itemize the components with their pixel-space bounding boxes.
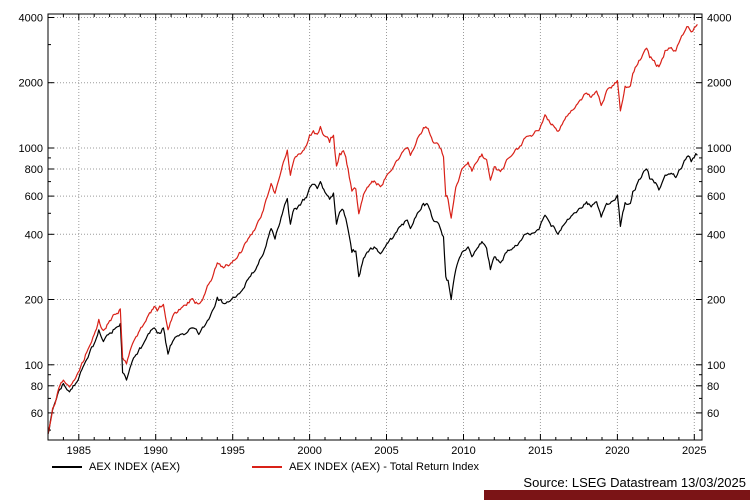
legend-item-price-index: AEX INDEX (AEX) xyxy=(52,461,180,473)
legend-label-total-return: AEX INDEX (AEX) - Total Return Index xyxy=(289,461,480,473)
y-tick-label: 600 xyxy=(25,191,43,203)
x-tick-label: 2020 xyxy=(605,445,629,457)
y-tick-label: 800 xyxy=(707,164,725,176)
aex-index-chart: 60 60 80 80 100 100 200 200 400 400 600 600 800 800 10… xyxy=(19,13,732,458)
y-tick-label: 100 xyxy=(707,360,725,372)
x-tick-label: 1990 xyxy=(143,445,167,457)
y-tick-label: 60 xyxy=(707,408,719,420)
legend-label-price-index: AEX INDEX (AEX) xyxy=(89,461,181,473)
y-tick-label: 2000 xyxy=(19,78,43,90)
x-tick-label: 2005 xyxy=(374,445,398,457)
price-index-line-swatch xyxy=(52,466,82,468)
y-tick-label: 800 xyxy=(25,164,43,176)
x-tick-label: 1985 xyxy=(67,445,91,457)
y-tick-label: 400 xyxy=(707,229,725,241)
x-tick-label: 2015 xyxy=(528,445,552,457)
aex-price-index-line xyxy=(47,153,698,435)
y-tick-label: 4000 xyxy=(707,13,731,25)
x-tick-label: 2010 xyxy=(451,445,475,457)
y-tick-label: 2000 xyxy=(707,78,731,90)
y-tick-label: 400 xyxy=(25,229,43,241)
y-tick-label: 1000 xyxy=(707,143,731,155)
legend-item-total-return: AEX INDEX (AEX) - Total Return Index xyxy=(252,461,479,473)
brand-bar xyxy=(484,490,750,500)
y-tick-label: 600 xyxy=(707,191,725,203)
y-tick-label: 80 xyxy=(707,381,719,393)
y-tick-label: 200 xyxy=(707,295,725,307)
x-tick-label: 2000 xyxy=(297,445,321,457)
y-tick-label: 200 xyxy=(25,295,43,307)
x-tick-label: 2025 xyxy=(682,445,706,457)
y-tick-label: 100 xyxy=(25,360,43,372)
x-tick-label: 1995 xyxy=(220,445,244,457)
total-return-line-swatch xyxy=(252,466,283,468)
chart-legend: AEX INDEX (AEX) AEX INDEX (AEX) - Total … xyxy=(52,461,479,473)
y-tick-label: 4000 xyxy=(19,13,43,25)
y-tick-label: 80 xyxy=(31,381,43,393)
y-tick-label: 60 xyxy=(31,408,43,420)
y-tick-label: 1000 xyxy=(19,143,43,155)
plot-border xyxy=(47,13,703,441)
aex-total-return-line xyxy=(47,24,698,435)
source-caption: Source: LSEG Datastream 13/03/2025 xyxy=(523,475,746,490)
